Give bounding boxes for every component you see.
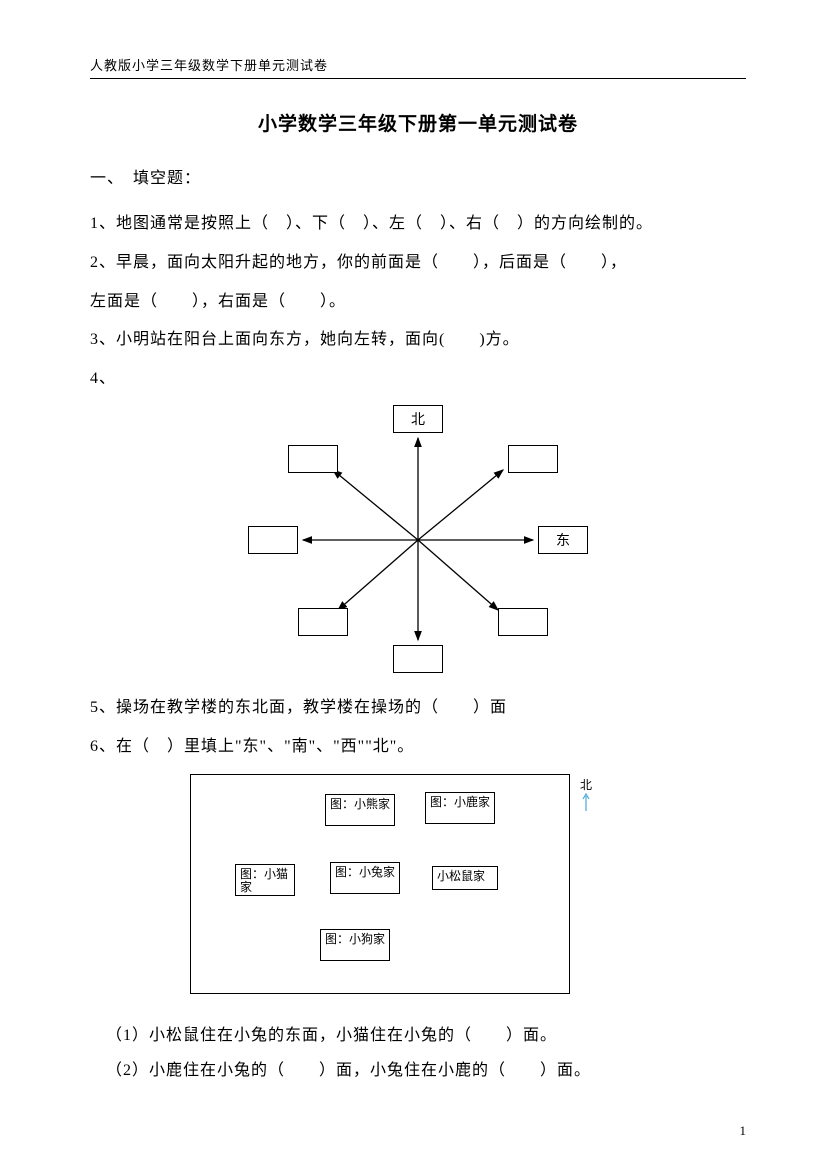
compass-box-ne [508, 445, 558, 473]
map-box-bear: 图：小熊家 [325, 794, 395, 826]
map-box-rabbit: 图：小兔家 [330, 862, 400, 894]
map-box-deer: 图：小鹿家 [425, 792, 495, 824]
section-heading: 一、 填空题： [90, 164, 746, 188]
header-text: 人教版小学三年级数学下册单元测试卷 [90, 55, 746, 79]
compass-box-sw [298, 608, 348, 636]
north-label: 北 [580, 776, 592, 813]
question-6-sub2: （2）小鹿住在小兔的（ ）面，小兔住在小鹿的（ ）面。 [106, 1053, 746, 1088]
question-6: 6、在（ ）里填上"东"、"南"、"西""北"。 [90, 729, 746, 766]
north-arrow-icon [580, 793, 592, 813]
compass-box-w [248, 526, 298, 554]
compass-box-se [498, 608, 548, 636]
compass-box-n: 北 [393, 405, 443, 433]
compass-box-s [393, 645, 443, 673]
compass-diagram: 北 东 [228, 400, 608, 680]
question-5: 5、操场在教学楼的东北面，教学楼在操场的（ ）面 [90, 690, 746, 727]
question-1: 1、地图通常是按照上（ ）、下（ ）、左（ ）、右（ ）的方向绘制的。 [90, 206, 746, 243]
question-2b: 左面是（ ），右面是（ ）。 [90, 284, 746, 321]
map-box-dog: 图：小狗家 [320, 929, 390, 961]
page-title: 小学数学三年级下册第一单元测试卷 [90, 109, 746, 136]
map-diagram: 北 图：小熊家 图：小鹿家 图：小猫家 图：小兔家 小松鼠家 图：小狗家 [190, 774, 610, 1004]
compass-box-nw [288, 445, 338, 473]
page-number: 1 [740, 1123, 747, 1139]
page: 人教版小学三年级数学下册单元测试卷 小学数学三年级下册第一单元测试卷 一、 填空… [0, 0, 826, 1169]
compass-box-e: 东 [538, 526, 588, 554]
question-4: 4、 [90, 361, 746, 398]
question-3: 3、小明站在阳台上面向东方，她向左转，面向( )方。 [90, 322, 746, 359]
question-6-sub1: （1）小松鼠住在小兔的东面，小猫住在小兔的（ ）面。 [106, 1018, 746, 1053]
map-box-squirrel: 小松鼠家 [432, 866, 498, 890]
north-text: 北 [580, 778, 592, 792]
map-box-cat: 图：小猫家 [235, 864, 295, 896]
question-2a: 2、早晨，面向太阳升起的地方，你的前面是（ ），后面是（ ）， [90, 245, 746, 282]
